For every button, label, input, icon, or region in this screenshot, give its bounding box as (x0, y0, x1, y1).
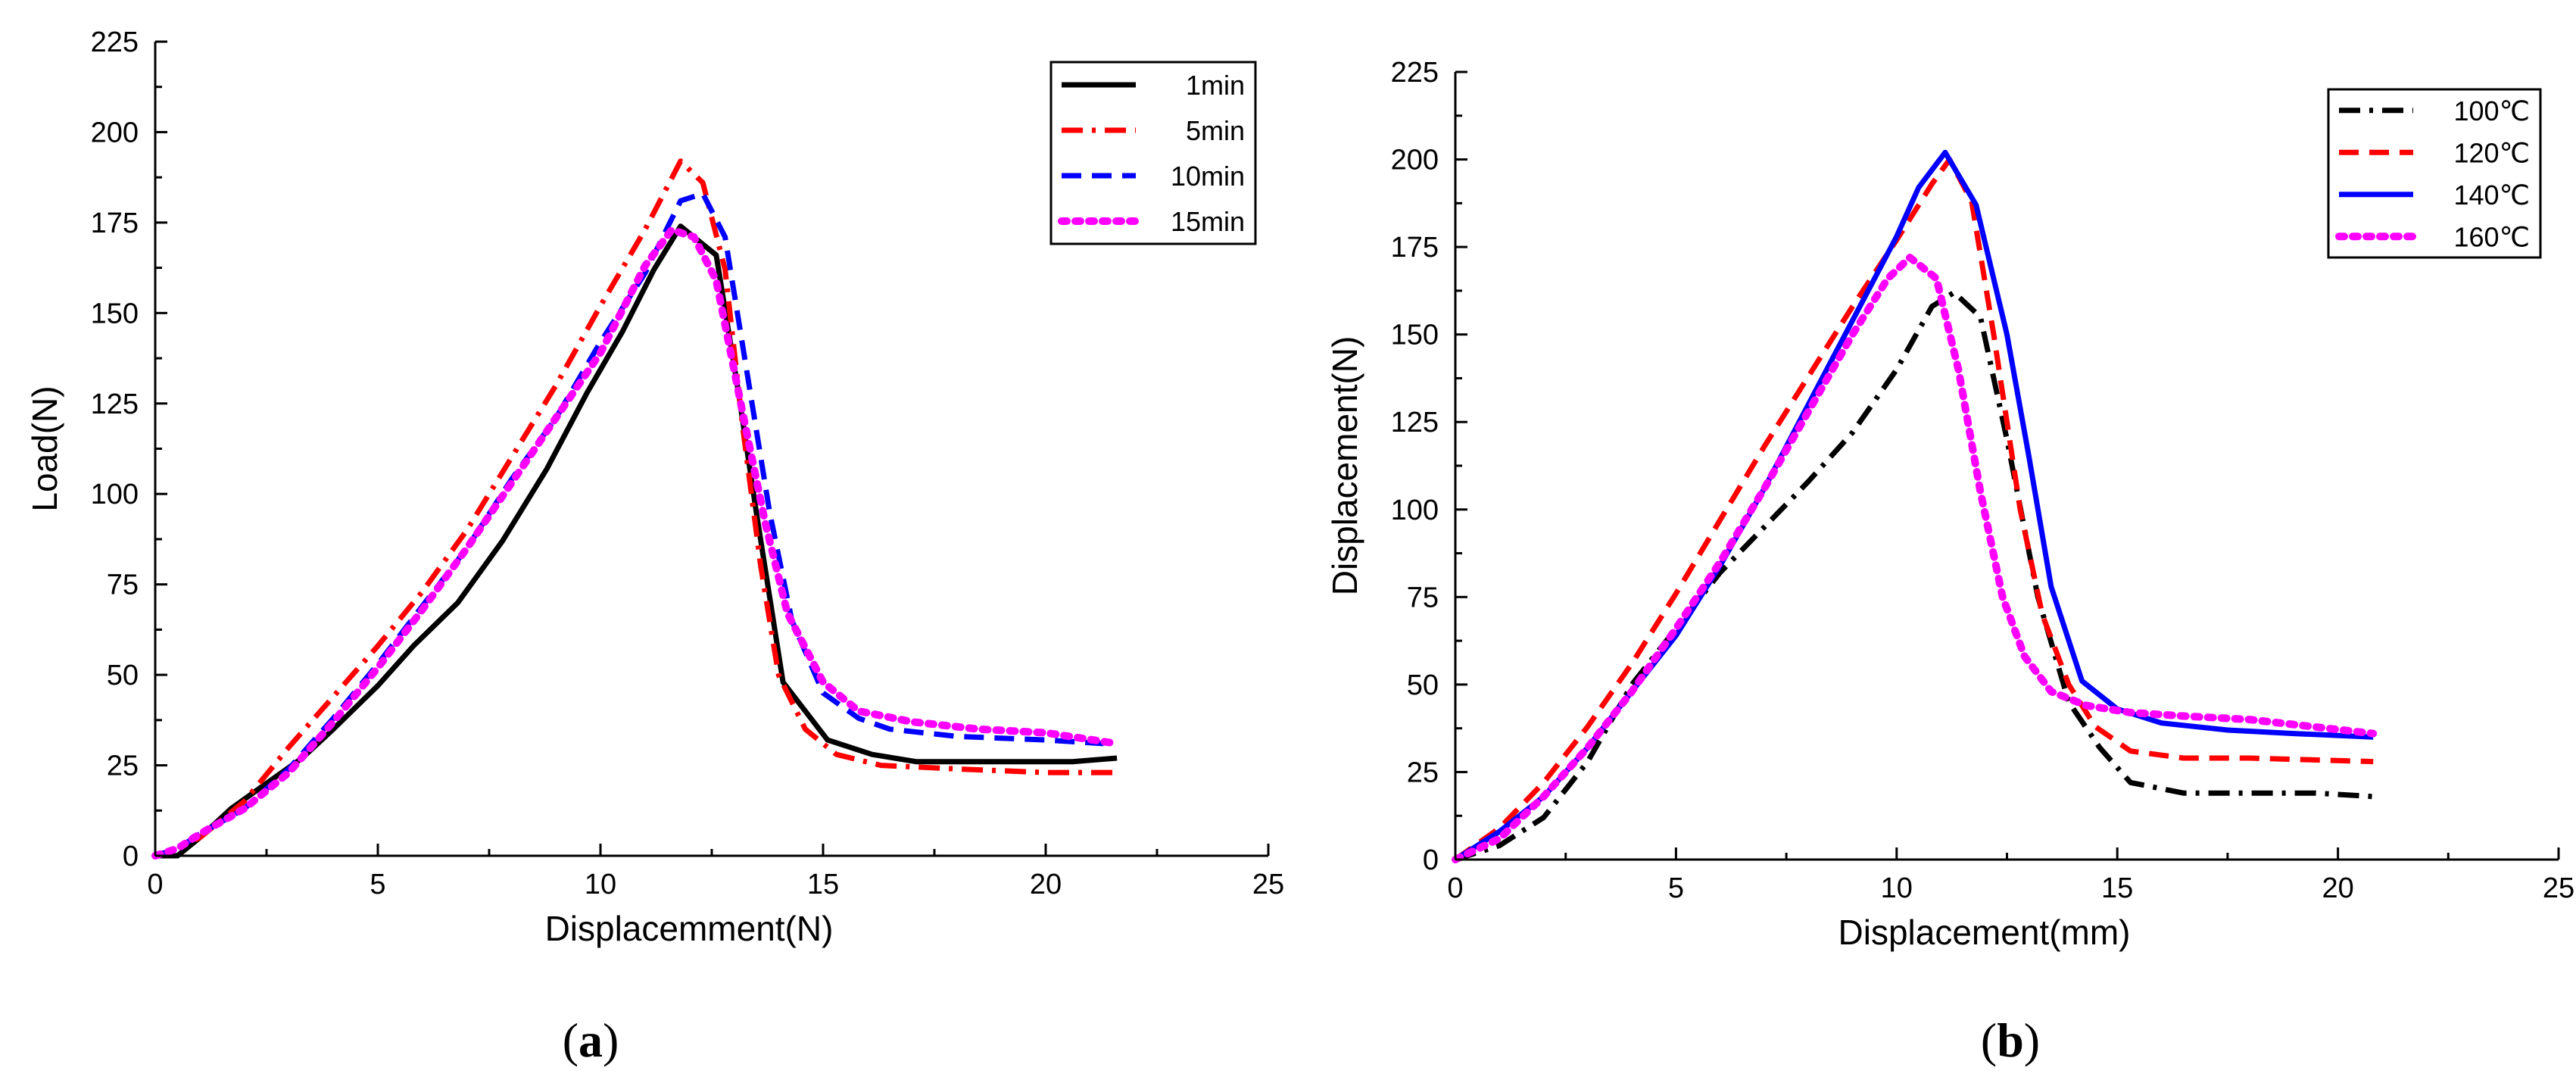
y-tick-label-b-0: 0 (1423, 844, 1439, 876)
legend-label-b-1: 100℃ (2454, 95, 2531, 126)
y-tick-label-b-9: 225 (1391, 57, 1439, 89)
legend-label-b-3: 140℃ (2454, 179, 2531, 211)
series-line-a-1 (155, 223, 1118, 859)
x-tick-label-b-4: 20 (2322, 872, 2353, 904)
y-tick-label-a-3: 75 (107, 570, 139, 601)
x-tick-label-b-3: 15 (2101, 872, 2133, 904)
y-tick-label-b-3: 75 (1407, 582, 1439, 613)
y-tick-label-a-7: 175 (91, 208, 139, 239)
series-line-a-2 (154, 158, 1118, 859)
x-tick-label-a-5: 25 (1252, 869, 1284, 900)
panel-caption-b: (b) (1981, 1013, 2040, 1067)
x-tick-label-b-2: 10 (1881, 872, 1913, 904)
x-tick-label-b-1: 5 (1668, 872, 1684, 904)
series-line-b-4 (1452, 254, 2378, 863)
chart-panel-b: 0 5 10 15 20 25 0 25 50 75 100 125 150 175 200 225 Displ… (1325, 57, 2574, 952)
x-tick-label-b-0: 0 (1447, 872, 1463, 904)
legend-label-a-4: 15min (1171, 206, 1245, 237)
x-axis-title-a: Displacemment(N) (545, 909, 834, 948)
y-tick-label-b-1: 25 (1407, 757, 1439, 788)
chart-panel-a: 0 5 10 15 20 25 0 25 50 75 100 125 150 175 200 225 Displ… (25, 27, 1284, 948)
y-tick-label-a-6: 150 (91, 298, 139, 329)
x-tick-label-a-0: 0 (147, 869, 163, 900)
y-tick-label-b-2: 50 (1407, 669, 1439, 701)
panel-caption-a-open: ( (563, 1013, 579, 1067)
y-tick-label-a-2: 50 (107, 660, 139, 691)
legend-label-a-3: 10min (1171, 161, 1245, 192)
x-tick-label-b-5: 25 (2543, 872, 2574, 904)
y-tick-label-a-1: 25 (107, 751, 139, 782)
panel-caption-b-open: ( (1981, 1013, 1997, 1067)
x-tick-label-a-1: 5 (370, 869, 385, 900)
y-tick-label-a-0: 0 (123, 841, 139, 872)
y-tick-label-a-8: 200 (91, 117, 139, 148)
x-axis-title-b: Displacement(mm) (1838, 913, 2131, 952)
y-tick-label-a-5: 125 (91, 389, 139, 420)
legend-b: 100℃ 120℃ 140℃ 160℃ (2327, 88, 2542, 259)
y-tick-label-b-4: 100 (1391, 495, 1439, 526)
series-line-b-1 (1454, 289, 2374, 863)
legend-label-a-1: 1min (1186, 70, 1245, 101)
legend-label-a-2: 5min (1186, 115, 1245, 146)
y-tick-label-b-5: 125 (1391, 407, 1439, 438)
legend-box-b (2327, 88, 2542, 259)
panel-caption-a: (a) (563, 1013, 619, 1067)
y-axis-title-a: Load(N) (25, 385, 64, 511)
panel-caption-a-close: ) (603, 1013, 619, 1067)
legend-a: 1min 5min 10min 15min (1049, 61, 1257, 245)
panel-caption-a-letter: a (579, 1013, 603, 1067)
y-tick-label-a-4: 100 (91, 479, 139, 510)
panel-caption-b-close: ) (2024, 1013, 2040, 1067)
legend-label-b-2: 120℃ (2454, 137, 2531, 168)
y-tick-label-b-6: 150 (1391, 320, 1439, 351)
series-line-a-4 (151, 226, 1121, 860)
series-line-b-2 (1453, 157, 2374, 862)
x-tick-label-a-3: 15 (807, 869, 839, 900)
legend-label-b-4: 160℃ (2454, 221, 2531, 252)
x-tick-label-a-2: 10 (585, 869, 616, 900)
y-axis-title-b: Displacement(N) (1325, 336, 1364, 596)
y-tick-label-b-8: 200 (1391, 145, 1439, 176)
y-tick-label-b-7: 175 (1391, 232, 1439, 264)
panel-caption-b-letter: b (1997, 1013, 2024, 1067)
x-tick-label-a-4: 20 (1030, 869, 1062, 900)
legend-box-a (1049, 61, 1257, 245)
y-tick-label-a-9: 225 (91, 27, 139, 58)
